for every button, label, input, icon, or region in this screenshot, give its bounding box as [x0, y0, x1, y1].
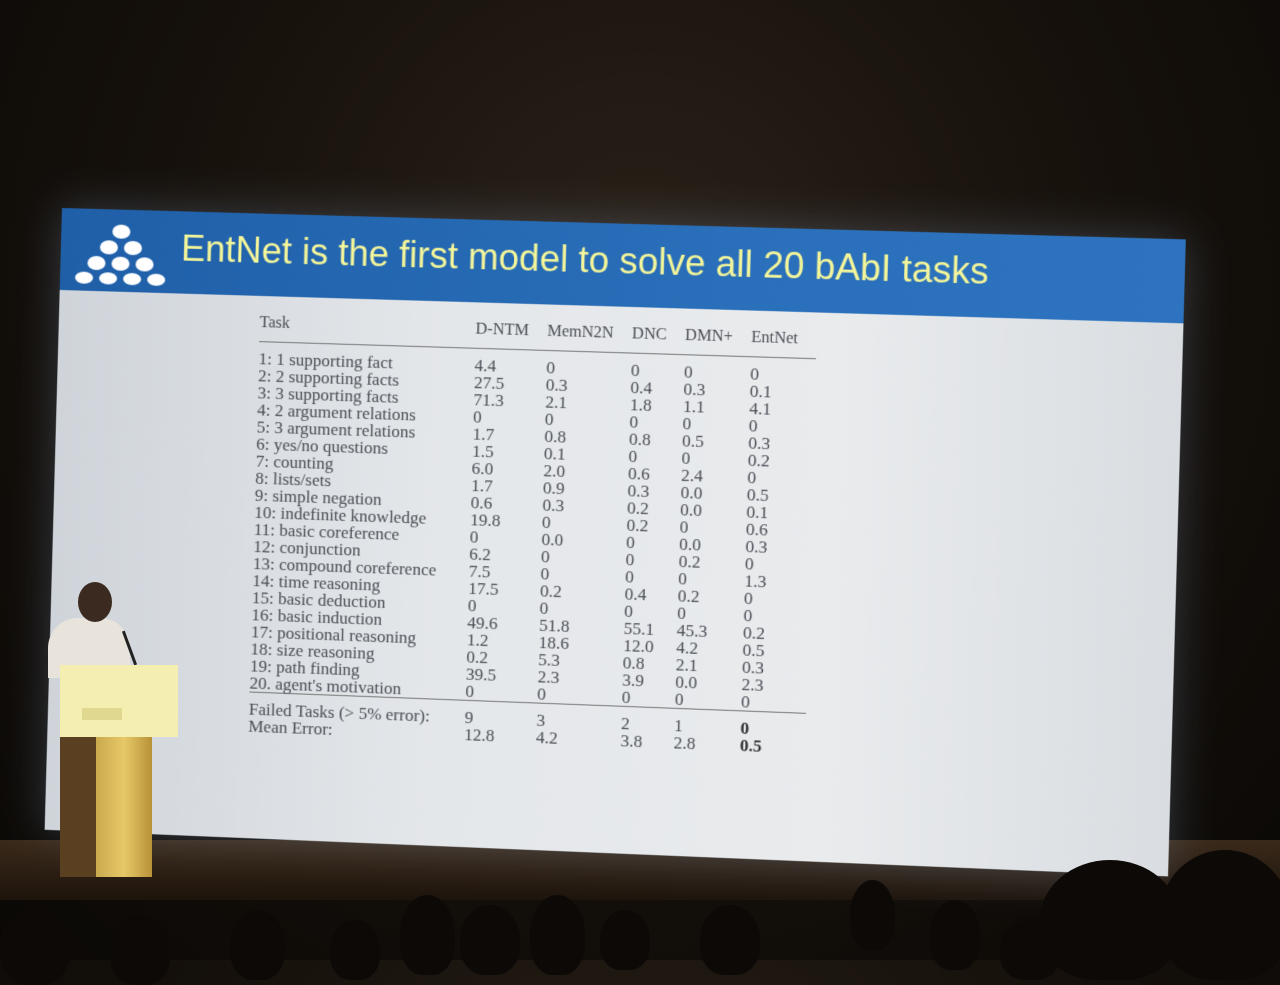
error-value: 0.0	[675, 672, 698, 693]
error-value: 2.8	[673, 732, 696, 753]
error-value: 0	[621, 687, 631, 708]
error-value: 0.3	[745, 536, 768, 557]
error-value: 0.2	[678, 551, 701, 572]
audience-head	[600, 910, 650, 970]
error-value: 0.0	[541, 529, 564, 550]
error-value: 0.5	[681, 431, 705, 452]
error-value: 17.5	[468, 578, 499, 599]
error-value: 4.2	[535, 727, 558, 748]
error-value: 12.8	[463, 724, 495, 745]
audience-head	[850, 880, 895, 950]
error-value: 39.5	[465, 664, 497, 685]
audience-head	[1040, 860, 1180, 980]
audience-head	[1160, 850, 1280, 980]
error-value: 0.2	[677, 586, 700, 607]
column-header: D-NTM	[475, 320, 530, 340]
error-value: 0.2	[539, 581, 562, 602]
column-header: EntNet	[751, 328, 799, 348]
audience-head	[110, 915, 170, 985]
audience-head	[530, 895, 585, 975]
column-header: DNC	[631, 325, 667, 344]
podium	[60, 665, 178, 737]
projected-slide: EntNet is the first model to solve all 2…	[44, 208, 1186, 877]
results-table: Task D-NTM MemN2N DNC DMN+ EntNet 1: 1 suppor…	[248, 314, 817, 756]
error-value: 2.3	[741, 674, 764, 695]
error-value: 1.3	[744, 571, 767, 592]
error-value: 71.3	[473, 390, 505, 411]
error-value: 2.3	[537, 667, 560, 688]
podium-stand	[96, 737, 152, 877]
slide-header: EntNet is the first model to solve all 2…	[59, 208, 1186, 324]
triangle-of-dots-logo	[75, 224, 165, 286]
podium-side	[60, 737, 96, 877]
error-value: 0.0	[679, 500, 703, 521]
audience-head	[330, 920, 380, 980]
error-value: 2.1	[545, 392, 568, 413]
error-value: 19.8	[469, 510, 501, 531]
error-value: 0.3	[542, 495, 565, 516]
audience-head	[400, 895, 455, 975]
audience-head	[700, 905, 760, 975]
error-value: 1.1	[682, 396, 706, 417]
column-header: DMN+	[684, 326, 733, 346]
error-value: 0.5	[739, 735, 763, 756]
audience-head	[930, 900, 980, 970]
audience-head	[230, 910, 285, 980]
audience-head	[460, 905, 520, 975]
error-value: 4.1	[749, 398, 772, 419]
error-value: 3.8	[620, 730, 643, 751]
audience-head	[0, 905, 70, 985]
audience-head	[1000, 920, 1060, 980]
column-header: MemN2N	[547, 322, 614, 342]
error-value: 0.2	[747, 450, 770, 471]
speaker-head	[78, 582, 112, 622]
slide-title: EntNet is the first model to solve all 2…	[180, 227, 990, 293]
podium-sign	[82, 708, 122, 720]
